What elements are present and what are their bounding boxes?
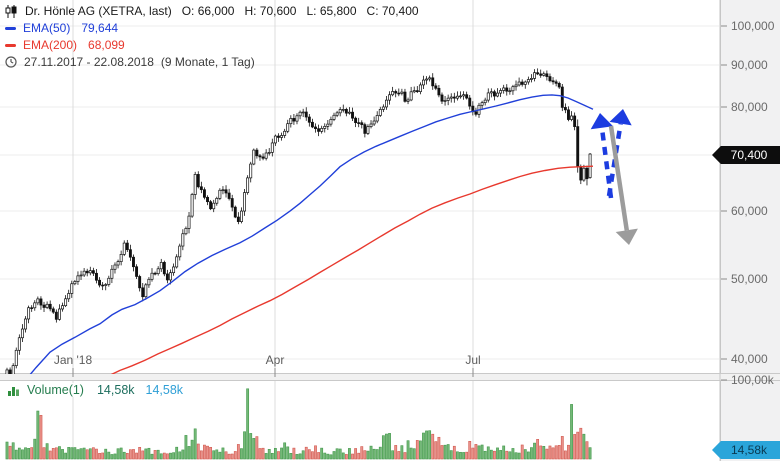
price-axis-label: 100,000 — [731, 19, 775, 33]
pane-separator — [0, 373, 780, 381]
ema50-legend[interactable]: EMA(50) 79,644 — [5, 21, 118, 35]
volume-value-2: 14,58k — [145, 383, 184, 397]
volume-bars-icon — [8, 386, 19, 396]
date-range-detail: (9 Monate, 1 Tag) — [160, 55, 255, 69]
ema200-label: EMA(200) — [23, 38, 78, 52]
volume-legend[interactable]: Volume(1) 14,58k 14,58k — [7, 383, 188, 397]
candles-layer — [5, 68, 592, 374]
price-axis-label: 50,000 — [731, 272, 768, 286]
low-value: L: 65,800 — [306, 4, 357, 18]
price-axis-label: 90,000 — [731, 58, 768, 72]
instrument-legend[interactable]: Dr. Hönle AG (XETRA, last) O: 66,000 H: … — [5, 4, 419, 18]
price-axis-label: 80,000 — [731, 100, 768, 114]
date-range-legend: 27.11.2017 - 22.08.2018 (9 Monate, 1 Tag… — [5, 55, 255, 69]
close-value: C: 70,400 — [366, 4, 419, 18]
ema50-value: 79,644 — [81, 21, 119, 35]
candlestick-icon — [5, 4, 17, 18]
instrument-title: Dr. Hönle AG (XETRA, last) — [25, 4, 172, 18]
time-axis-label: Jan '18 — [53, 353, 93, 367]
date-range-text: 27.11.2017 - 22.08.2018 — [24, 55, 154, 69]
high-value: H: 70,600 — [244, 4, 297, 18]
ema50-line-swatch — [5, 26, 16, 30]
volume-label: Volume(1) — [27, 383, 84, 397]
last-price-badge: 70,400 — [712, 146, 780, 164]
volume-bars-layer — [5, 388, 592, 460]
ema200-legend[interactable]: EMA(200) 68,099 — [5, 38, 125, 52]
ema200-value: 68,099 — [88, 38, 125, 52]
volume-value-1: 14,58k — [96, 383, 135, 397]
volume-axis-top-label: 100,00k — [731, 373, 774, 387]
ema200-line-swatch — [5, 43, 16, 47]
time-axis-label: Jul — [465, 353, 481, 367]
price-axis-label: 60,000 — [731, 204, 768, 218]
indicator-layer — [28, 94, 594, 377]
price-axis-label: 40,000 — [731, 352, 768, 366]
forecast-down-arrow[interactable] — [608, 125, 638, 245]
open-value: O: 66,000 — [181, 4, 235, 18]
ema50-line[interactable] — [28, 94, 594, 377]
ema50-label: EMA(50) — [23, 21, 71, 35]
forecast-up-arrow-left[interactable] — [590, 113, 614, 199]
volume-value-badge: 14,58k — [712, 441, 780, 459]
clock-icon — [5, 56, 17, 68]
time-axis-label: Apr — [265, 353, 285, 367]
ema200-line[interactable] — [108, 165, 594, 376]
